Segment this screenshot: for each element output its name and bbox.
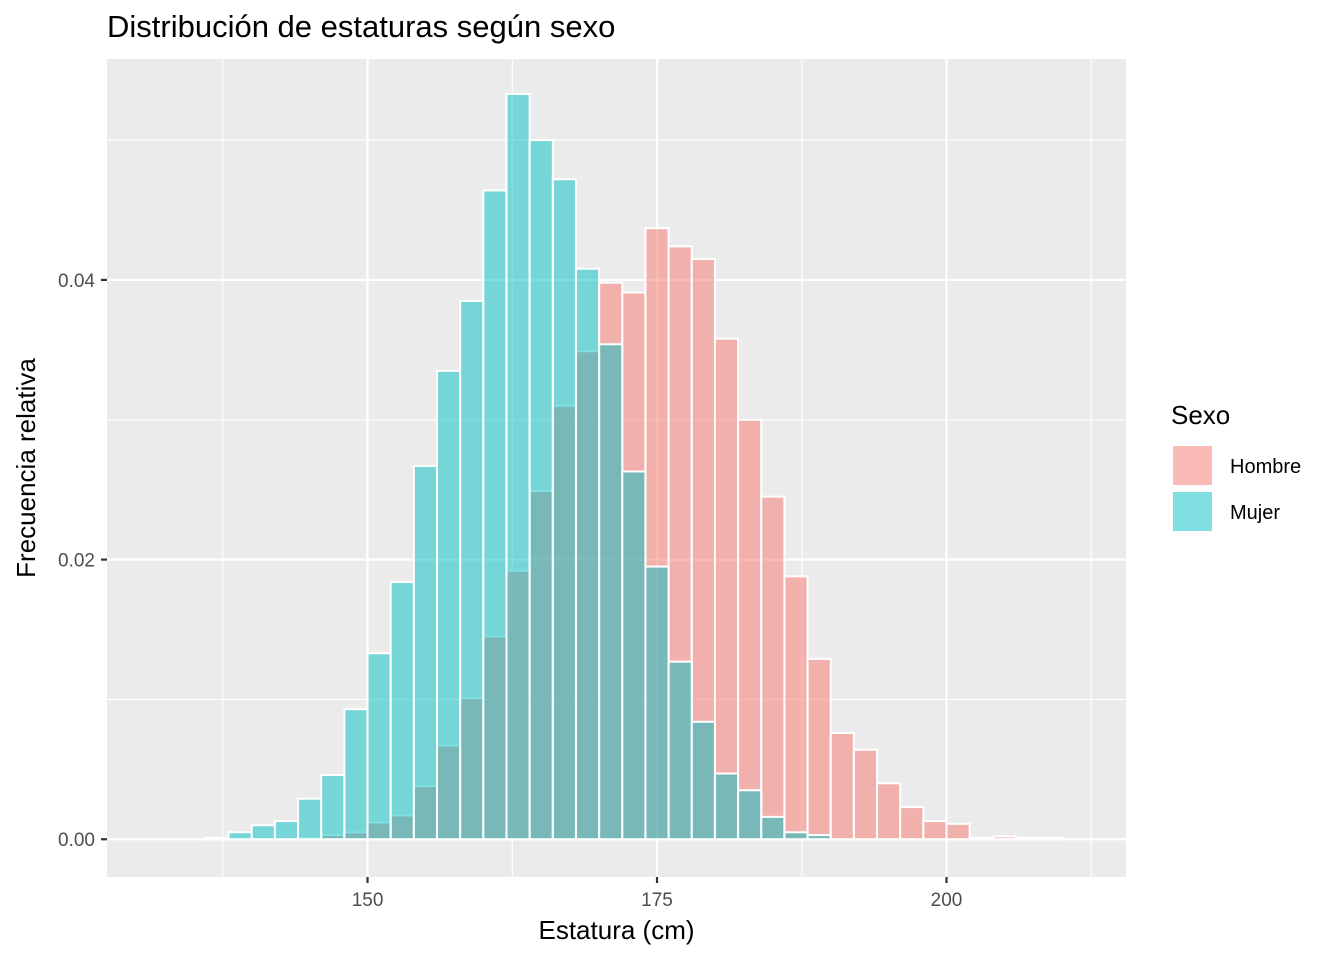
bar-mujer <box>204 836 230 841</box>
bar-mujer <box>713 772 740 841</box>
bar-hombre <box>1014 836 1041 841</box>
bar-hombre <box>806 657 832 841</box>
bar-hombre <box>783 575 809 841</box>
bar-hombre <box>991 835 1017 841</box>
bar-mujer <box>505 92 531 841</box>
bar-hombre <box>922 820 948 841</box>
bar-hombre <box>899 806 925 841</box>
bar-mujer <box>783 831 809 841</box>
legend-label-mujer: Mujer <box>1230 502 1280 524</box>
legend-item-hombre: Hombre <box>1171 444 1301 487</box>
bar-hombre <box>852 748 879 841</box>
bars <box>204 92 1064 841</box>
bar-mujer <box>551 178 577 841</box>
y-tick-label: 0.04 <box>58 271 95 292</box>
bar-mujer <box>273 820 300 841</box>
bar-mujer <box>389 580 415 841</box>
bar-mujer <box>690 720 716 841</box>
x-tick-label: 200 <box>931 890 963 911</box>
y-axis: 0.00 0.02 0.04 <box>58 271 107 851</box>
bar-mujer <box>482 189 508 841</box>
bar-mujer <box>667 660 693 841</box>
bar-mujer <box>412 464 439 841</box>
legend-key-mujer <box>1171 490 1214 533</box>
bar-mujer <box>760 815 786 841</box>
bar-mujer <box>598 343 624 841</box>
bar-hombre <box>876 782 902 841</box>
bar-mujer <box>806 834 832 841</box>
x-tick-label: 175 <box>641 890 673 911</box>
bar-mujer <box>250 824 276 841</box>
series-mujer <box>204 92 832 841</box>
bar-mujer <box>644 565 670 841</box>
x-tick-label: 150 <box>352 890 384 911</box>
bar-mujer <box>737 789 763 841</box>
bar-mujer <box>528 139 554 841</box>
chart-title: Distribución de estaturas según sexo <box>107 9 615 44</box>
bar-mujer <box>227 831 253 841</box>
legend-item-mujer: Mujer <box>1171 490 1280 533</box>
legend: Sexo Hombre Mujer <box>1171 400 1301 533</box>
bar-mujer <box>297 797 323 841</box>
bar-hombre <box>713 337 740 841</box>
x-axis: 150 175 200 <box>352 877 963 911</box>
legend-title: Sexo <box>1171 400 1230 430</box>
legend-label-hombre: Hombre <box>1230 456 1301 478</box>
bar-mujer <box>320 773 346 841</box>
bar-mujer <box>621 470 647 841</box>
y-tick-label: 0.00 <box>58 830 95 851</box>
bar-mujer <box>459 299 485 841</box>
bar-hombre <box>760 495 786 841</box>
bar-mujer <box>574 267 601 841</box>
bar-hombre <box>1038 836 1064 841</box>
bar-hombre <box>945 822 971 841</box>
bar-mujer <box>366 652 392 841</box>
x-axis-title: Estatura (cm) <box>538 915 694 945</box>
y-axis-title: Frecuencia relativa <box>11 358 41 578</box>
legend-key-hombre <box>1171 444 1214 487</box>
bar-mujer <box>436 369 462 841</box>
bar-hombre <box>737 418 763 841</box>
bar-hombre <box>829 731 855 841</box>
bar-mujer <box>343 708 369 841</box>
bar-hombre <box>968 836 994 841</box>
y-tick-label: 0.02 <box>58 551 95 572</box>
